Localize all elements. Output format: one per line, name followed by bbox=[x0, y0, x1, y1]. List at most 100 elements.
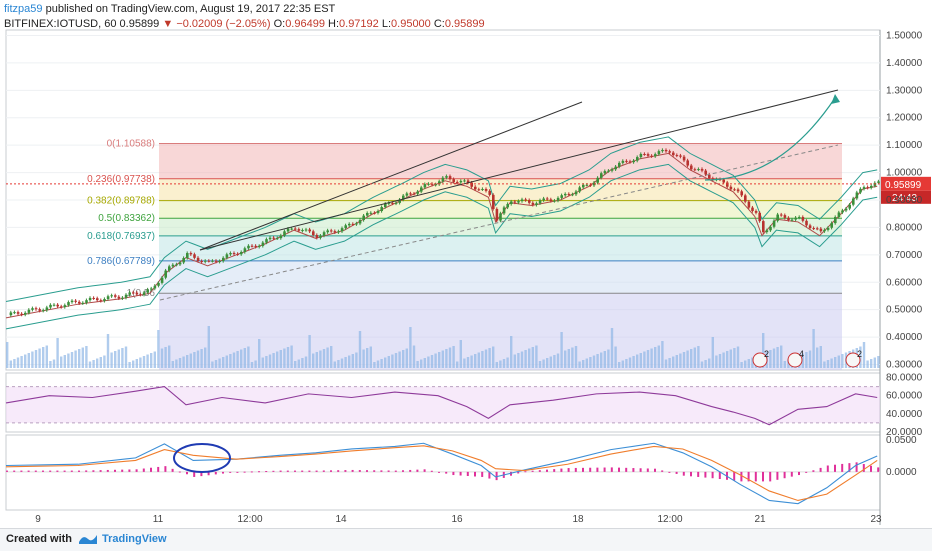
candle-body bbox=[420, 187, 423, 192]
candle-body bbox=[60, 306, 63, 308]
candle-body bbox=[819, 228, 823, 232]
macd-histogram-bar bbox=[301, 470, 304, 472]
volume-bar bbox=[384, 357, 387, 368]
candle-body bbox=[549, 199, 553, 201]
macd-histogram-bar bbox=[466, 471, 469, 476]
volume-bar bbox=[711, 337, 714, 368]
volume-bar bbox=[279, 350, 282, 368]
macd-histogram-bar bbox=[157, 466, 160, 472]
volume-bar bbox=[646, 350, 650, 368]
author-link[interactable]: fitzpa59 bbox=[4, 3, 43, 15]
volume-bar bbox=[52, 359, 56, 368]
candle-body bbox=[106, 296, 110, 300]
candle-body bbox=[510, 201, 513, 205]
candle-body bbox=[308, 229, 311, 232]
macd-histogram-bar bbox=[618, 467, 620, 472]
macd-histogram-bar bbox=[531, 470, 534, 472]
open-label: O: bbox=[273, 18, 286, 30]
volume-bar bbox=[286, 347, 290, 368]
candle-body bbox=[326, 230, 329, 233]
candle-body bbox=[837, 212, 841, 218]
volume-bar bbox=[290, 345, 293, 368]
price-tick-label: 0.70000 bbox=[886, 250, 923, 261]
macd-histogram-bar bbox=[567, 468, 570, 472]
candle-body bbox=[571, 194, 574, 196]
candle-body bbox=[542, 198, 545, 201]
macd-line bbox=[5, 442, 878, 505]
candle-body bbox=[344, 225, 347, 229]
macd-histogram-bar bbox=[366, 470, 368, 472]
candle-body bbox=[877, 181, 880, 183]
volume-bar bbox=[247, 346, 250, 368]
candle-body bbox=[744, 195, 747, 202]
macd-histogram-bar bbox=[546, 469, 548, 472]
volume-bar bbox=[448, 347, 452, 368]
candle-body bbox=[452, 179, 455, 182]
volume-bar bbox=[484, 349, 488, 368]
candle-body bbox=[362, 215, 365, 221]
volume-bar bbox=[474, 354, 477, 368]
macd-histogram-bar bbox=[286, 470, 289, 472]
volume-bar bbox=[517, 353, 520, 368]
symbol-label[interactable]: BITFINEX:IOTUSD, 60 bbox=[4, 18, 117, 30]
volume-bar bbox=[164, 347, 167, 368]
candle-body bbox=[34, 308, 38, 310]
annotation-ellipse bbox=[173, 443, 231, 473]
macd-histogram-bar bbox=[229, 471, 232, 473]
candle-body bbox=[614, 166, 617, 170]
candle-body bbox=[265, 239, 268, 243]
volume-bar bbox=[106, 334, 110, 368]
chart-canvas[interactable]: 0(1.10588) 0.236(0.97738) 0.382(0.89788) 0.… bbox=[0, 0, 932, 528]
candle-body bbox=[416, 191, 419, 194]
candle-body bbox=[337, 231, 340, 233]
price-tick-label: 0.90000 bbox=[886, 195, 923, 206]
candle-body bbox=[330, 230, 333, 232]
candle-body bbox=[506, 204, 509, 208]
volume-bar bbox=[369, 346, 372, 368]
volume-bar bbox=[103, 355, 106, 368]
volume-bar bbox=[834, 357, 837, 368]
macd-histogram-bar bbox=[596, 467, 599, 472]
volume-bar bbox=[362, 349, 365, 368]
candle-body bbox=[639, 153, 643, 158]
candle-body bbox=[182, 258, 185, 263]
volume-bar bbox=[222, 357, 225, 368]
volume-bar bbox=[639, 353, 642, 368]
candle-body bbox=[13, 312, 16, 314]
volume-bar bbox=[330, 346, 333, 368]
volume-bar bbox=[268, 354, 272, 368]
macd-histogram-bar bbox=[524, 471, 527, 473]
volume-bar bbox=[398, 351, 401, 368]
volume-bar bbox=[726, 351, 729, 368]
volume-bar bbox=[542, 359, 545, 368]
signal-line bbox=[5, 445, 878, 502]
candle-body bbox=[866, 187, 869, 189]
candle-body bbox=[92, 297, 95, 299]
volume-bar bbox=[657, 345, 660, 368]
candle-body bbox=[430, 183, 434, 185]
candle-body bbox=[164, 270, 167, 278]
candle-body bbox=[772, 220, 776, 227]
candle-body bbox=[574, 191, 578, 195]
candle-body bbox=[391, 202, 394, 204]
volume-bar bbox=[45, 345, 48, 368]
tradingview-brand[interactable]: TradingView bbox=[102, 533, 167, 545]
projection-arrowhead bbox=[831, 94, 840, 104]
candle-body bbox=[254, 245, 257, 247]
created-with-label: Created with bbox=[6, 533, 73, 545]
macd-histogram-bar bbox=[387, 470, 390, 472]
candle-body bbox=[841, 210, 844, 213]
macd-histogram-bar bbox=[27, 470, 30, 472]
candle-body bbox=[726, 182, 729, 187]
candle-body bbox=[783, 215, 787, 218]
volume-bar bbox=[708, 358, 711, 368]
candle-body bbox=[204, 260, 207, 262]
candle-body bbox=[690, 165, 693, 170]
candle-body bbox=[830, 223, 833, 228]
volume-bar bbox=[772, 348, 776, 368]
volume-bar bbox=[27, 353, 30, 368]
macd-histogram-bar bbox=[819, 467, 822, 472]
close-label: C: bbox=[433, 18, 445, 30]
volume-bar bbox=[139, 357, 142, 368]
candle-body bbox=[679, 155, 682, 157]
